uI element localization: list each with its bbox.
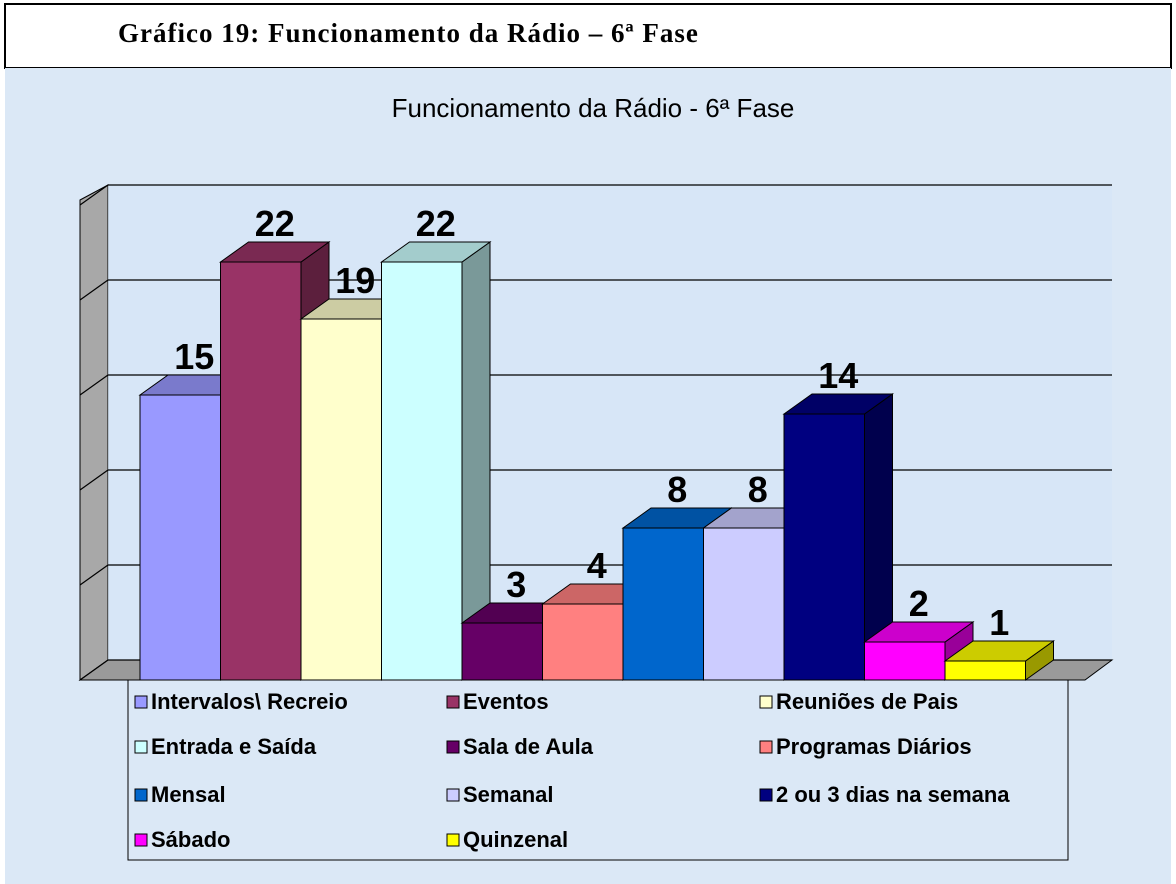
bar-front — [864, 641, 946, 681]
grid-line — [79, 469, 1112, 491]
left-wall — [79, 184, 109, 681]
legend-swatch — [134, 788, 148, 802]
header-title: Gráfico 19: Funcionamento da Rádio – 6ª … — [118, 18, 699, 48]
bar — [943, 640, 1056, 681]
data-label: 15 — [174, 336, 214, 377]
chart-title: Funcionamento da Rádio - 6ª Fase — [392, 93, 795, 123]
data-label: 14 — [818, 355, 858, 396]
grid-line — [79, 184, 1112, 206]
bar — [379, 241, 492, 681]
legend-label: Programas Diários — [776, 734, 972, 759]
legend-swatch — [759, 695, 773, 709]
legend-label: Quinzenal — [463, 827, 568, 852]
bar-front — [542, 603, 624, 681]
bar-front — [783, 413, 865, 681]
legend-swatch — [446, 695, 460, 709]
legend-label: Mensal — [151, 782, 226, 807]
grid-line — [79, 374, 1112, 396]
legend-swatch — [759, 788, 773, 802]
legend-swatch — [446, 788, 460, 802]
bar-front — [703, 527, 785, 681]
header-box — [4, 3, 1172, 69]
data-label: 2 — [909, 583, 929, 624]
legend-swatch — [759, 740, 773, 754]
legend-swatch — [446, 740, 460, 754]
legend-label: 2 ou 3 dias na semana — [776, 782, 1010, 807]
data-label: 22 — [255, 203, 295, 244]
bar — [782, 393, 895, 681]
legend-swatch — [446, 833, 460, 847]
bar-front — [220, 261, 302, 681]
legend-label: Sala de Aula — [463, 734, 594, 759]
bar-front — [139, 394, 221, 681]
grid-line — [79, 279, 1112, 301]
bar-front — [944, 660, 1026, 681]
legend-label: Intervalos\ Recreio — [151, 689, 348, 714]
legend-label: Reuniões de Pais — [776, 689, 958, 714]
data-label: 19 — [335, 260, 375, 301]
bar-front — [461, 622, 543, 681]
data-label: 3 — [506, 564, 526, 605]
legend-swatch — [134, 833, 148, 847]
bar-front — [622, 527, 704, 681]
legend-label: Sábado — [151, 827, 230, 852]
bar-front — [381, 261, 463, 681]
data-label: 8 — [748, 469, 768, 510]
data-label: 4 — [587, 545, 607, 586]
legend-label: Eventos — [463, 689, 549, 714]
legend-label: Semanal — [463, 782, 554, 807]
legend-swatch — [134, 740, 148, 754]
data-label: 1 — [989, 602, 1009, 643]
legend-label: Entrada e Saída — [151, 734, 317, 759]
bar-front — [300, 318, 382, 681]
data-label: 8 — [667, 469, 687, 510]
data-label: 22 — [416, 203, 456, 244]
legend-swatch — [134, 695, 148, 709]
